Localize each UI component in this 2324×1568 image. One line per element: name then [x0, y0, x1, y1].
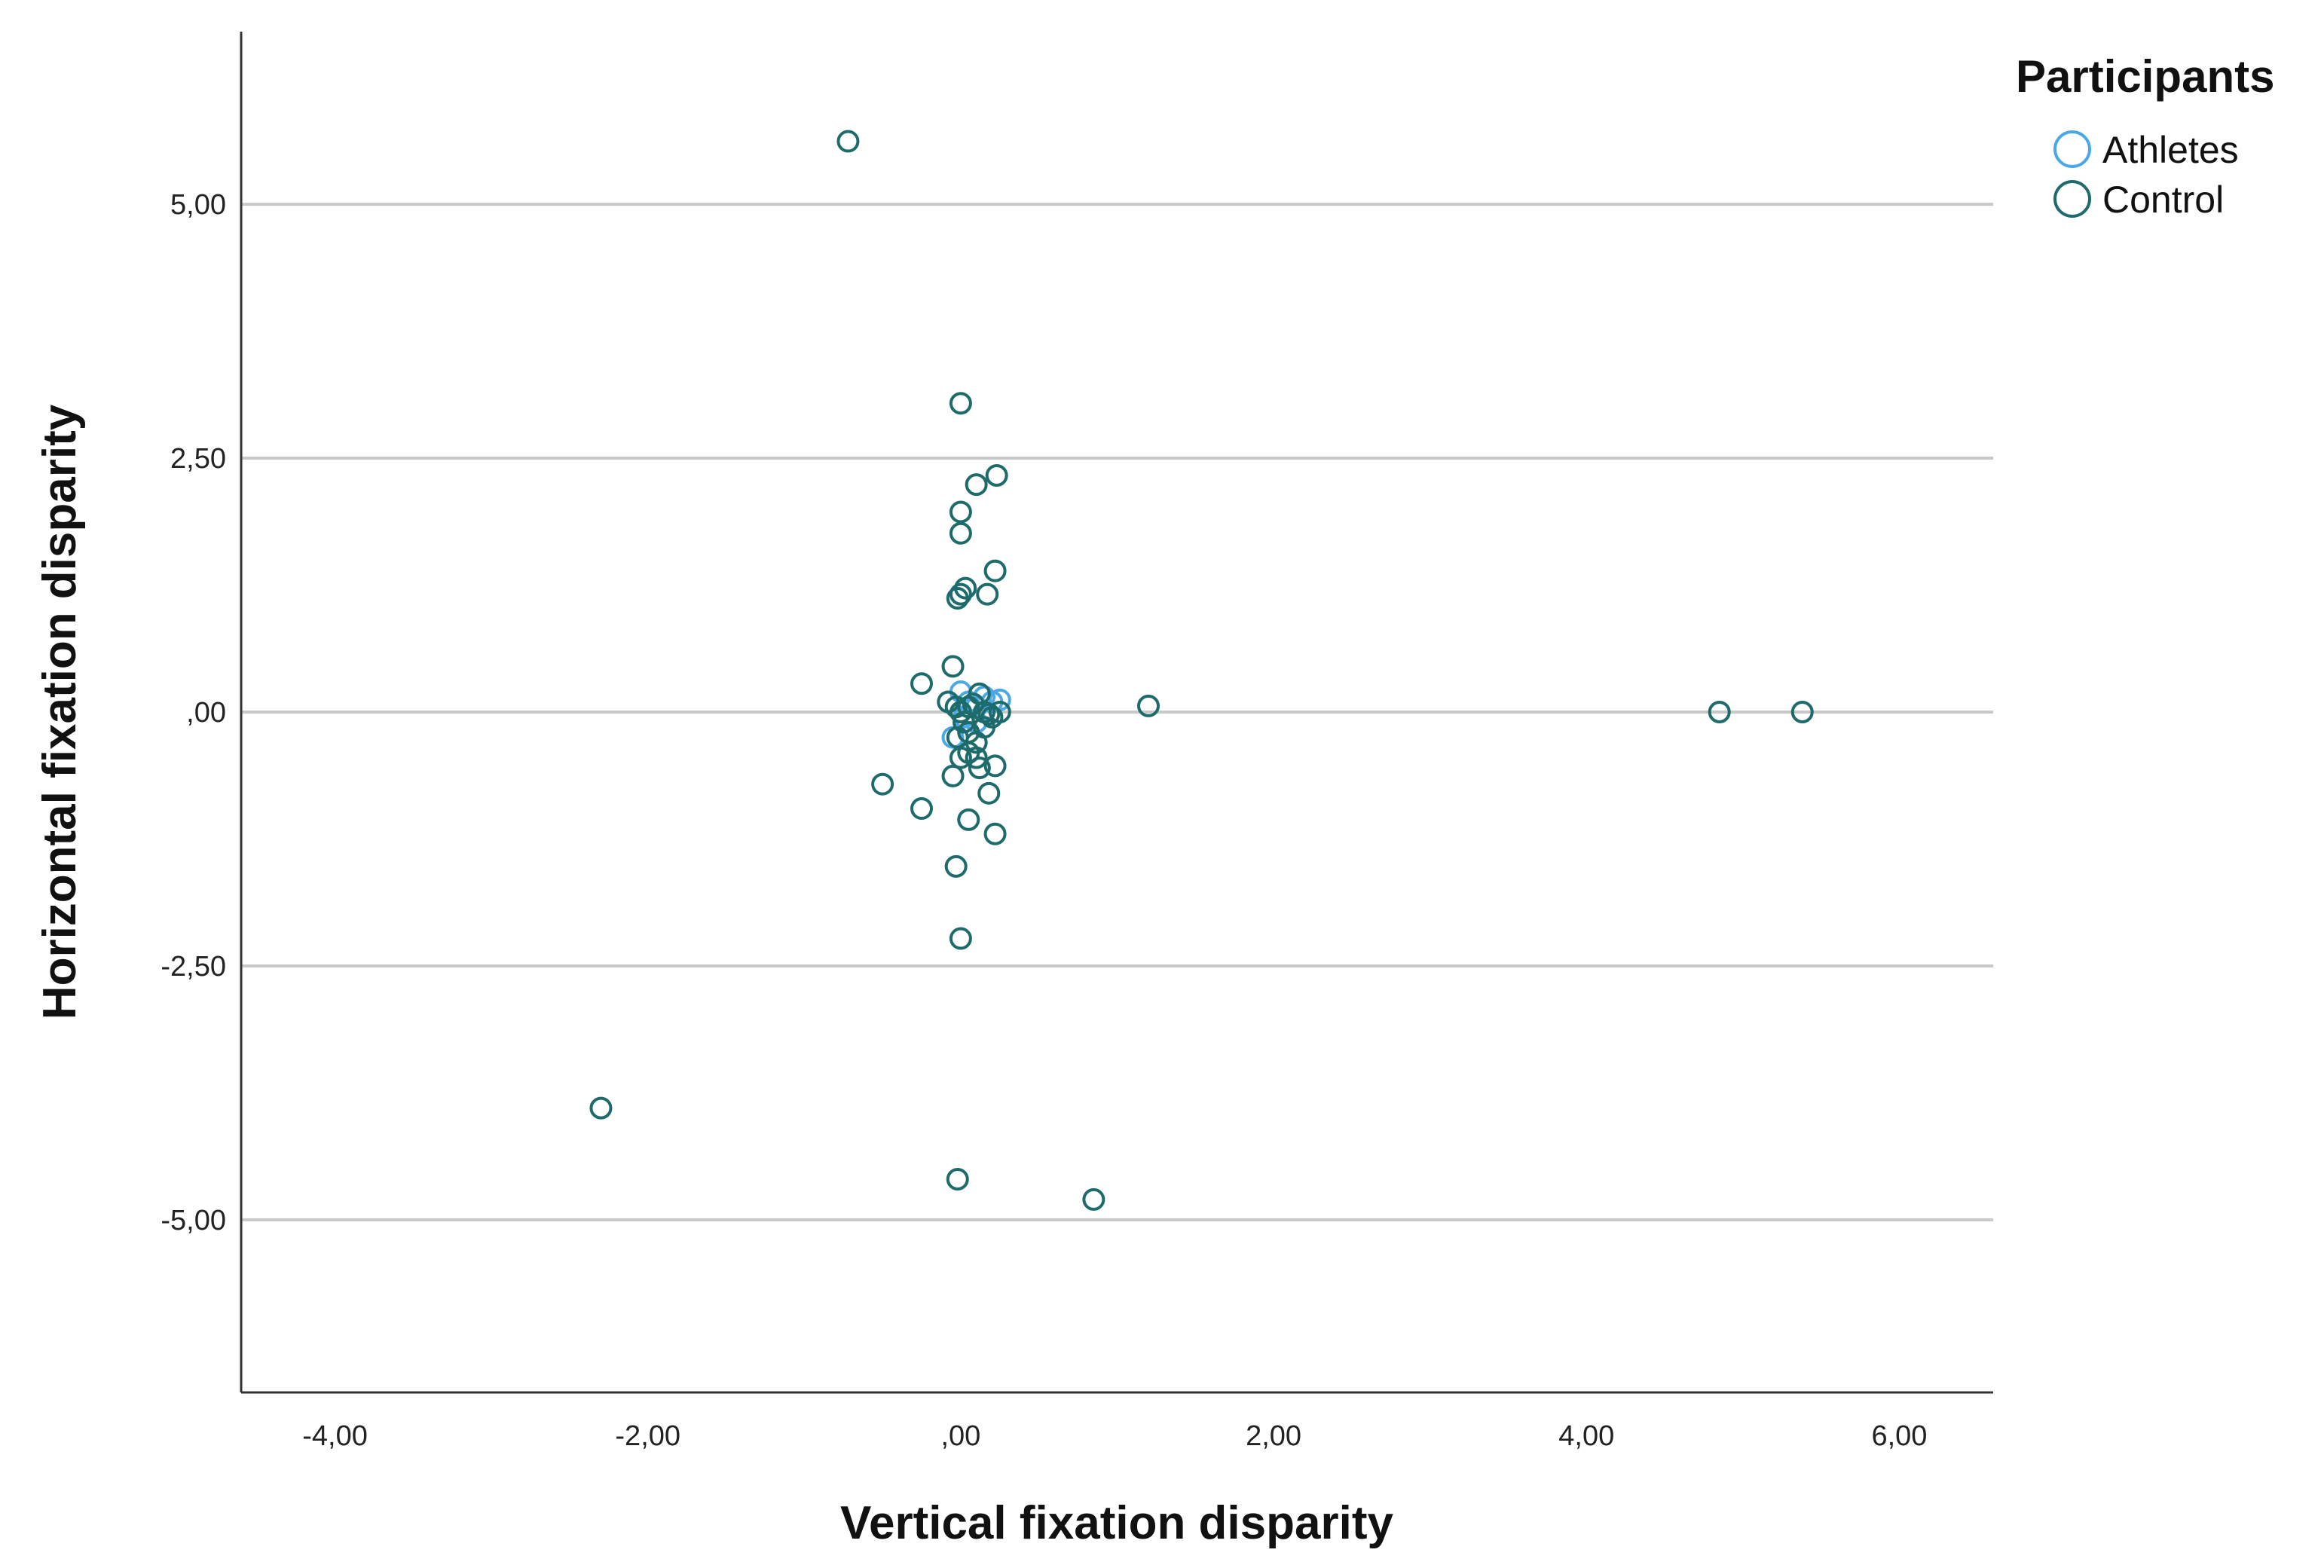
data-point-control — [1708, 701, 1731, 723]
y-axis-title: Horizontal fixation disparity — [34, 404, 86, 1019]
data-point-control — [946, 1167, 969, 1191]
data-point-control — [949, 500, 972, 524]
data-point-control — [976, 582, 999, 606]
legend-label-athletes: Athletes — [2102, 129, 2239, 171]
data-point-control — [965, 746, 988, 769]
data-point-control — [871, 772, 894, 796]
data-point-control — [1137, 694, 1160, 717]
data-point-control — [949, 521, 972, 545]
y-tick-label: -5,00 — [161, 1205, 226, 1236]
legend: Participants Athletes Control — [2016, 51, 2274, 221]
data-point-control — [941, 655, 965, 678]
data-point-control — [977, 781, 1001, 805]
data-point-control — [589, 1096, 613, 1120]
data-point-control — [965, 731, 988, 754]
data-point-control — [965, 473, 988, 497]
data-point-control — [910, 672, 934, 695]
data-points — [589, 130, 1814, 1211]
legend-marker-control — [2053, 180, 2091, 218]
data-point-control — [957, 808, 980, 831]
x-tick-label: 6,00 — [1871, 1420, 1927, 1452]
data-point-control — [985, 463, 1008, 487]
data-point-control — [946, 587, 969, 610]
data-point-control — [983, 754, 1007, 778]
data-point-control — [977, 702, 1001, 726]
data-point-control — [1790, 701, 1814, 723]
data-point-control — [983, 822, 1007, 845]
legend-label-control: Control — [2102, 179, 2224, 221]
data-point-control — [910, 797, 934, 821]
x-tick-label: ,00 — [940, 1420, 980, 1452]
data-point-control — [944, 854, 968, 878]
legend-title: Participants — [2016, 51, 2274, 102]
data-point-control — [949, 392, 972, 415]
data-point-control — [949, 746, 972, 769]
x-tick-label: -4,00 — [302, 1420, 368, 1452]
x-axis-title: Vertical fixation disparity — [840, 1497, 1393, 1549]
x-tick-label: 2,00 — [1246, 1420, 1301, 1452]
data-point-control — [983, 559, 1007, 582]
x-tick-label: 4,00 — [1558, 1420, 1614, 1452]
axes — [240, 32, 1993, 1394]
data-point-control — [836, 130, 860, 153]
x-tick-label: -2,00 — [615, 1420, 680, 1452]
y-tick-labels: 5,00 2,50 ,00 -2,50 -5,00 — [161, 189, 226, 1236]
y-tick-label: 5,00 — [170, 189, 226, 221]
data-point-control — [1082, 1187, 1105, 1211]
data-point-control — [949, 582, 972, 606]
gridlines — [241, 203, 1993, 1221]
y-tick-label: -2,50 — [161, 951, 226, 983]
y-tick-label: 2,50 — [170, 443, 226, 475]
data-point-control — [949, 927, 972, 950]
legend-marker-athletes — [2053, 130, 2091, 168]
data-point-control — [944, 695, 968, 719]
y-tick-label: ,00 — [186, 697, 226, 729]
x-tick-labels: -4,00 -2,00 ,00 2,00 4,00 6,00 — [302, 1420, 1927, 1452]
data-point-control — [941, 764, 965, 787]
data-point-control — [968, 756, 991, 780]
data-point-control — [962, 692, 985, 716]
